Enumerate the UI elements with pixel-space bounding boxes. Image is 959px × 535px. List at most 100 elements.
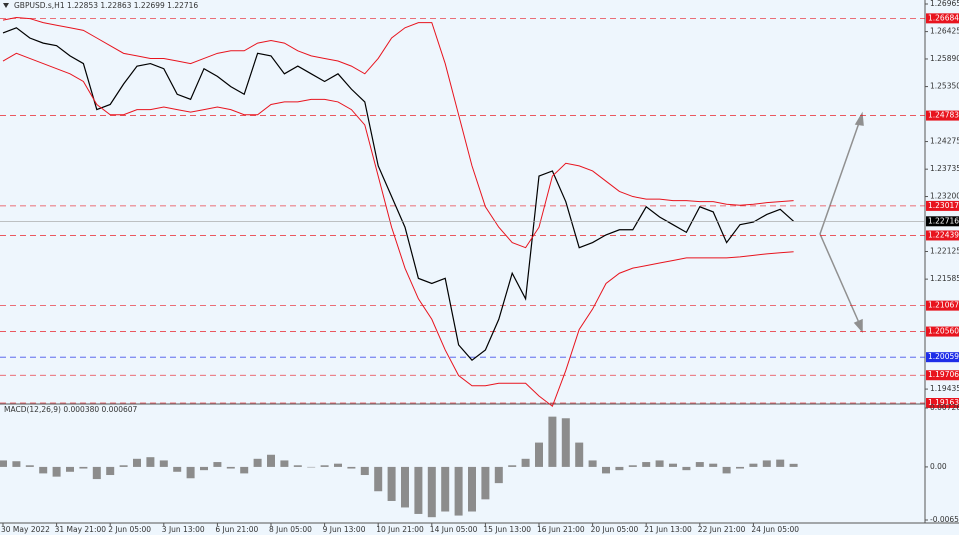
y-tick-label: 1.26425 [930, 27, 959, 36]
macd-bar [762, 460, 771, 467]
macd-bar [642, 462, 651, 467]
level-tag [926, 13, 959, 24]
macd-bar [66, 466, 74, 472]
macd-bar [454, 466, 463, 516]
level-label: 1.19706 [928, 370, 959, 379]
level-label: 1.21067 [928, 301, 959, 310]
macd-bar [669, 463, 677, 467]
band-line [2, 17, 794, 249]
macd-bar [749, 463, 758, 467]
level-tag [926, 300, 959, 311]
x-tick-label: 2 Jun 05:00 [108, 525, 151, 534]
x-tick-label: 20 Jun 05:00 [591, 525, 639, 534]
x-tick-label: 8 Jun 05:00 [269, 525, 312, 534]
macd-bar [401, 466, 409, 508]
macd-bar [159, 460, 168, 467]
level-label: 1.24783 [928, 111, 959, 120]
macd-y-tick-label: 0.007266 [930, 403, 959, 412]
macd-bar [307, 466, 316, 468]
macd-bar [0, 460, 7, 467]
macd-bar [575, 442, 584, 467]
band-line [2, 52, 794, 408]
macd-bar [173, 466, 182, 472]
y-tick-label: 1.23735 [930, 164, 959, 173]
y-tick-label: 1.26965 [930, 0, 959, 8]
y-tick-label: 1.22125 [930, 247, 959, 256]
macd-bar [468, 466, 476, 512]
macd-bar [92, 466, 101, 480]
macd-bar [119, 465, 128, 467]
y-tick-label: 1.24275 [930, 137, 959, 146]
price-line [2, 27, 794, 362]
y-tick-label: 1.21585 [930, 274, 959, 283]
macd-bar [615, 466, 624, 471]
macd-bar [186, 466, 195, 479]
title-arrow [3, 3, 9, 8]
macd-bar [494, 466, 503, 484]
macd-bar [360, 466, 369, 476]
macd-bar [414, 466, 423, 514]
macd-bar [106, 466, 115, 476]
macd-bar [695, 462, 704, 467]
level-label: 1.20059 [928, 352, 959, 361]
x-tick-label: 10 Jun 21:00 [376, 525, 424, 534]
level-label: 1.23017 [928, 201, 959, 210]
macd-bar [508, 465, 517, 467]
x-tick-label: 14 Jun 05:00 [430, 525, 478, 534]
level-label: 1.22439 [928, 230, 959, 239]
level-tag [926, 326, 959, 337]
macd-bar [79, 466, 88, 469]
macd-bar [374, 466, 383, 492]
macd-bar [427, 466, 436, 518]
x-tick-label: 16 Jun 21:00 [537, 525, 585, 534]
macd-bar [334, 463, 342, 467]
macd-bar [240, 466, 249, 474]
x-tick-label: 30 May 2022 [1, 525, 50, 534]
x-tick-label: 21 Jun 13:00 [644, 525, 692, 534]
macd-bar [548, 416, 557, 467]
level-tag [926, 370, 959, 381]
x-tick-label: 24 Jun 05:00 [751, 525, 799, 534]
forecast-arrows [819, 111, 864, 333]
macd-bar [39, 466, 48, 474]
macd-bar [588, 460, 597, 467]
level-label: 1.20560 [928, 327, 959, 336]
macd-bar [521, 458, 530, 467]
x-tick-label: 15 Jun 13:00 [483, 525, 531, 534]
macd-bar [776, 459, 785, 467]
level-tag [926, 230, 959, 241]
macd-bar [535, 442, 543, 467]
macd-bar [25, 465, 34, 467]
current-price-label: 1.22716 [928, 216, 959, 225]
current-price-tag [926, 216, 959, 227]
macd-bar [682, 466, 691, 471]
level-label: 1.26684 [928, 13, 959, 22]
y-tick-label: 1.19435 [930, 384, 959, 393]
macd-bar [267, 454, 275, 467]
macd-bar [789, 463, 798, 467]
level-label: 1.19163 [928, 398, 959, 407]
y-tick-label: 1.25350 [930, 82, 959, 91]
macd-title: MACD(12,26,9) 0.000380 0.000607 [4, 405, 138, 414]
y-tick-label: 1.23200 [930, 192, 959, 201]
macd-bar [709, 463, 718, 467]
macd-bar [52, 466, 61, 477]
macd-y-tick-label: 0.00 [930, 462, 947, 471]
macd-bar [655, 460, 664, 467]
level-tag [926, 110, 959, 121]
macd-bar [253, 458, 262, 467]
macd-bar [133, 458, 141, 467]
macd-bar [736, 466, 744, 469]
macd-bar [387, 466, 396, 501]
macd-bar [722, 466, 731, 474]
y-tick-label: 1.25890 [930, 54, 959, 63]
macd-bar [602, 466, 610, 474]
x-tick-label: 3 Jun 13:00 [162, 525, 205, 534]
x-tick-label: 31 May 21:00 [55, 525, 107, 534]
macd-bar [226, 466, 235, 469]
macd-bar [628, 465, 637, 467]
macd-bar [146, 457, 155, 467]
level-tag [926, 200, 959, 211]
